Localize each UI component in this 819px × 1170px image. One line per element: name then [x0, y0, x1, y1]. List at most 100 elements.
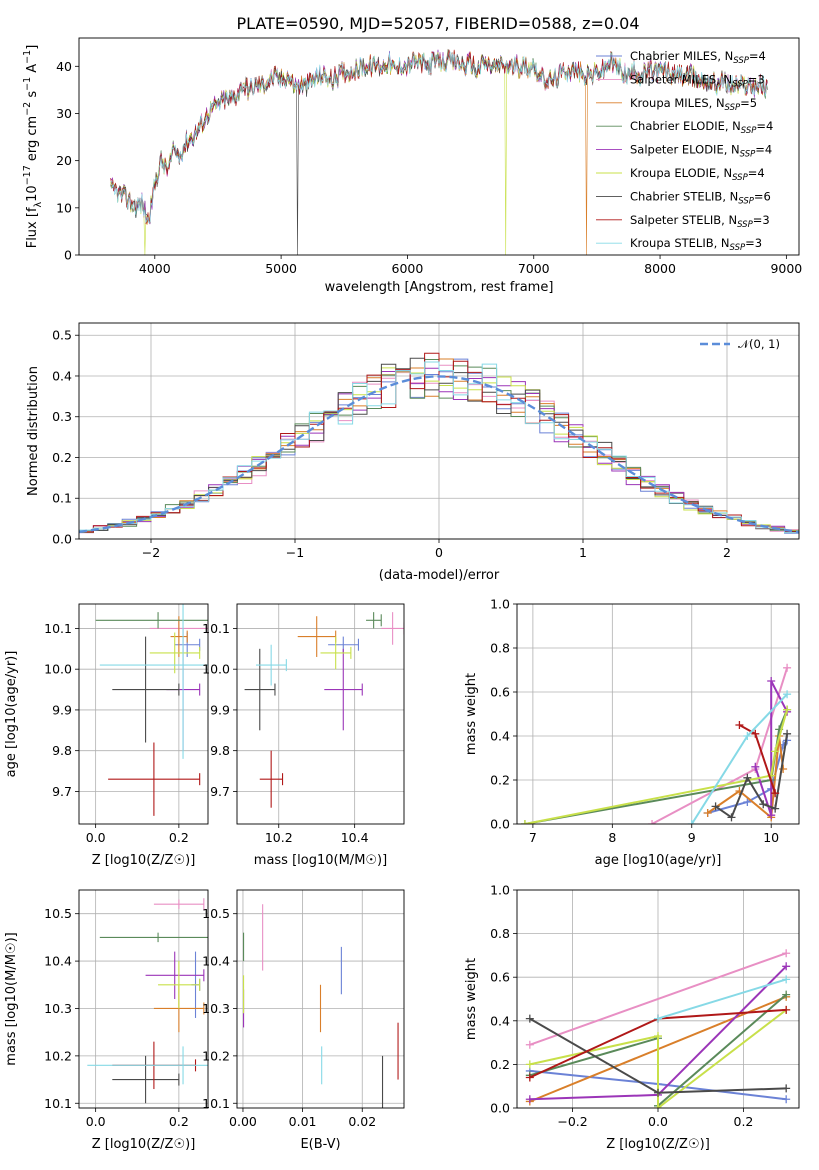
data-marker — [751, 729, 760, 738]
x-axis-label: age [log10(age/yr)] — [595, 853, 722, 868]
legend-label: Kroupa ELODIE, NSSP=4 — [630, 166, 765, 183]
y-tick-label: 9.8 — [52, 743, 72, 758]
x-tick-label: 8000 — [644, 261, 676, 276]
axes-frame — [78, 889, 209, 1109]
x-tick-label: 0.2 — [169, 830, 189, 845]
mass-weight-line — [524, 709, 789, 824]
data-marker — [782, 975, 791, 984]
y-axis-label: Flux [fλ10−17 erg cm−2 s−1 A−1] — [22, 45, 44, 249]
data-marker — [743, 773, 752, 782]
y-tick-label: 0.2 — [52, 450, 72, 465]
data-marker — [783, 705, 792, 714]
normal-curve — [79, 375, 799, 534]
axes-frame — [516, 603, 800, 825]
data-marker — [782, 1005, 791, 1014]
y-tick-label: 9.7 — [210, 784, 230, 799]
y-tick-label: 10.4 — [44, 954, 72, 969]
x-tick-label: −0.2 — [557, 1114, 587, 1129]
y-tick-label: 0 — [64, 248, 72, 263]
legend-label: Salpeter MILES, NSSP=3 — [630, 72, 765, 89]
x-tick-label: 0.0 — [86, 1114, 106, 1129]
x-tick-label: 0.2 — [734, 1114, 754, 1129]
data-marker — [767, 811, 776, 820]
x-axis-label: Z [log10(Z/Z☉)] — [92, 853, 196, 868]
x-axis-label: Z [log10(Z/Z☉)] — [92, 1137, 196, 1152]
legend-label: Kroupa MILES, NSSP=5 — [630, 96, 757, 113]
x-tick-label: 1 — [579, 545, 587, 560]
y-tick-label: 10.3 — [202, 1001, 230, 1016]
x-axis-label: Z [log10(Z/Z☉)] — [606, 1137, 710, 1152]
data-marker — [771, 747, 780, 756]
data-marker — [654, 1032, 662, 1041]
panel-age_vs_Z: 0.0 0.2 9.7 9.8 9.9 10.0 10.1 Z [log10(Z/Z☉)] ag… — [4, 603, 209, 868]
data-marker — [654, 1014, 662, 1023]
mass-weight-line — [715, 733, 789, 819]
panel-age_vs_mass: 10.2 10.4 9.7 9.8 9.9 10.0 10.1 mass [log10(M/M… — [202, 603, 405, 868]
x-tick-label: 2 — [723, 545, 731, 560]
data-marker — [782, 949, 791, 958]
y-tick-label: 10.0 — [202, 662, 230, 677]
x-axis-label: E(B-V) — [300, 1137, 340, 1152]
y-axis-label: mass weight — [464, 958, 479, 1040]
data-marker — [735, 721, 744, 729]
mass-weight-line — [529, 952, 787, 1046]
data-marker — [654, 1088, 662, 1097]
x-tick-label: 5000 — [265, 261, 297, 276]
y-tick-label: 10.5 — [44, 906, 72, 921]
panel-mass_vs_Z: 0.0 0.2 10.1 10.2 10.3 10.4 10.5 Z [log10(Z/Z☉)… — [4, 889, 209, 1152]
histogram-step — [79, 361, 799, 534]
data-marker — [783, 663, 792, 672]
data-marker — [782, 1084, 791, 1093]
y-tick-label: 20 — [56, 153, 72, 168]
y-tick-label: 10.1 — [44, 1096, 72, 1111]
x-axis-label: (data-model)/error — [379, 568, 500, 583]
y-tick-label: 0.2 — [490, 1057, 510, 1072]
legend-label: Salpeter ELODIE, NSSP=4 — [630, 143, 772, 160]
y-tick-label: 0.6 — [490, 970, 510, 985]
y-tick-label: 0.4 — [52, 368, 72, 383]
y-tick-label: 0.0 — [490, 817, 510, 832]
mass-weight-line — [657, 978, 787, 1020]
x-tick-label: 0.2 — [169, 1114, 189, 1129]
y-tick-label: 10 — [56, 200, 72, 215]
x-tick-label: 0.01 — [289, 1114, 317, 1129]
y-tick-label: 10.1 — [44, 621, 72, 636]
y-tick-label: 10.1 — [202, 1096, 230, 1111]
x-tick-label: 0.0 — [648, 1114, 668, 1129]
axes-frame — [516, 889, 800, 1109]
y-axis-label: mass weight — [464, 673, 479, 755]
y-tick-label: 0.3 — [52, 409, 72, 424]
mass-weight-line — [529, 1009, 787, 1108]
x-tick-label: 8 — [608, 830, 616, 845]
panel-mass_vs_ebv: 0.00 0.01 0.02 10.1 10.2 10.3 10.4 10.5 E(B-V) — [202, 889, 405, 1152]
x-tick-label: 4000 — [139, 261, 171, 276]
y-tick-label: 10.5 — [202, 906, 230, 921]
data-marker — [771, 789, 780, 798]
y-tick-label: 0.8 — [490, 926, 510, 941]
plot-area — [79, 352, 799, 534]
data-marker — [525, 1073, 534, 1082]
data-marker — [782, 1095, 791, 1104]
axes-frame — [78, 37, 800, 256]
y-tick-label: 9.9 — [52, 702, 72, 717]
legend-label: Chabrier ELODIE, NSSP=4 — [630, 119, 773, 136]
legend-label: Kroupa STELIB, NSSP=3 — [630, 236, 762, 253]
y-tick-label: 0.2 — [490, 773, 510, 788]
mass-weight-line — [754, 680, 788, 816]
plot-area — [244, 612, 404, 808]
axes-frame — [236, 889, 405, 1109]
panel-massweight_vs_Z: −0.2 0.0 0.2 0.0 0.2 0.4 0.6 0.8 1.0 Z [log10(Z/Z… — [464, 883, 800, 1152]
y-axis-label: age [log10(age/yr)] — [4, 651, 19, 778]
data-marker — [759, 800, 768, 809]
y-tick-label: 9.9 — [210, 702, 230, 717]
data-marker — [687, 820, 696, 824]
x-tick-label: 0.02 — [348, 1114, 376, 1129]
data-marker — [779, 765, 788, 773]
legend-label: Chabrier MILES, NSSP=4 — [630, 49, 766, 66]
y-tick-label: 10.4 — [202, 954, 230, 969]
data-marker — [648, 820, 657, 824]
legend-label: Chabrier STELIB, NSSP=6 — [630, 189, 771, 206]
mass-weight-line — [524, 709, 789, 824]
data-marker — [654, 1104, 662, 1108]
data-marker — [727, 813, 736, 822]
